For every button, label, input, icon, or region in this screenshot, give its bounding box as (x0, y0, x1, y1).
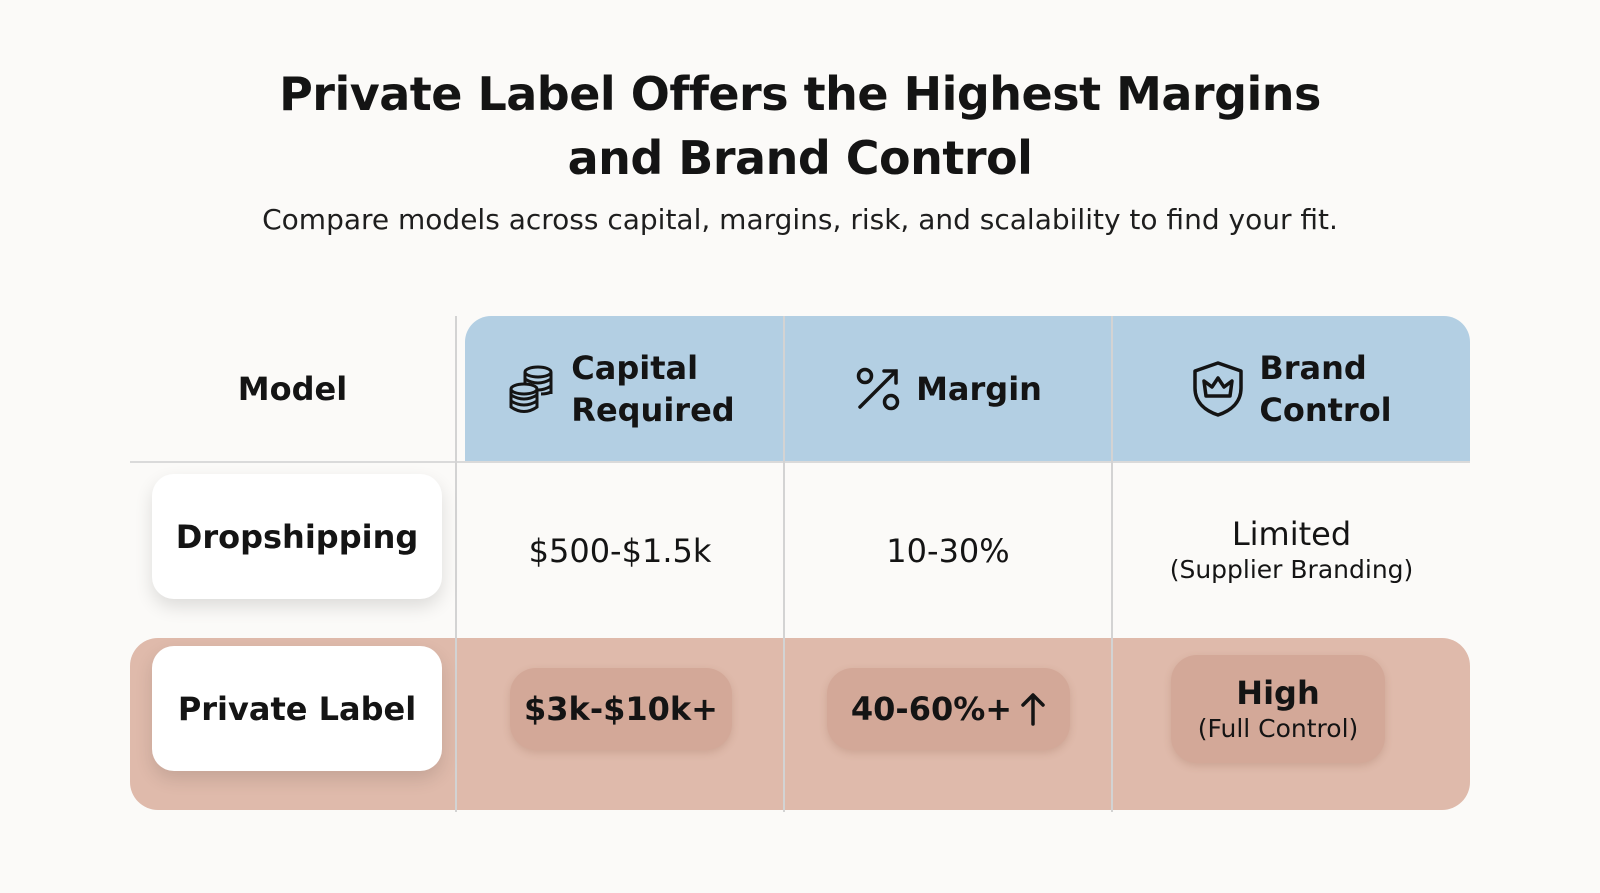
private-label-capital-badge: $3k-$10k+ (510, 668, 732, 750)
header-capital: Capital Required (457, 316, 783, 461)
column-divider (455, 316, 457, 812)
private-label-margin-badge: 40-60%+ (827, 668, 1070, 750)
private-label-capital: $3k-$10k+ (524, 690, 718, 728)
header-capital-line-1: Capital (571, 348, 699, 387)
header-brand-label: Brand Control (1259, 347, 1391, 431)
percent-icon (854, 365, 902, 413)
column-divider (783, 316, 785, 812)
page-subtitle: Compare models across capital, margins, … (262, 203, 1338, 236)
header-capital-label: Capital Required (571, 347, 734, 431)
header-capital-line-2: Required (571, 390, 735, 429)
header-brand-line-1: Brand (1259, 348, 1367, 387)
header-model: Model (237, 369, 348, 408)
header-brand: Brand Control (1113, 316, 1470, 461)
title-line-2: and Brand Control (567, 131, 1033, 185)
page-title: Private Label Offers the Highest Margins… (0, 62, 1600, 190)
coins-stack-icon (505, 363, 557, 415)
model-private-label: Private Label (152, 646, 442, 771)
header-brand-line-2: Control (1259, 390, 1392, 429)
shield-crown-icon (1191, 360, 1245, 418)
arrow-up-icon (1020, 691, 1046, 727)
private-label-brand-badge: High (Full Control) (1171, 655, 1385, 763)
dropshipping-brand: Limited (Supplier Branding) (1113, 463, 1470, 638)
column-divider (1111, 316, 1113, 812)
model-dropshipping: Dropshipping (152, 474, 442, 599)
header-divider (130, 461, 1470, 463)
header-margin-label: Margin (916, 369, 1042, 408)
title-line-1: Private Label Offers the Highest Margins (279, 67, 1321, 121)
private-label-margin: 40-60%+ (850, 690, 1013, 728)
comparison-table: Model Capital Required Margin (130, 316, 1470, 812)
dropshipping-capital: $500-$1.5k (528, 531, 712, 570)
header-margin: Margin (785, 316, 1111, 461)
dropshipping-brand-sub: (Supplier Branding) (1169, 554, 1414, 584)
dropshipping-margin: 10-30% (886, 531, 1010, 570)
header-background (465, 316, 1470, 461)
dropshipping-brand-main: Limited (1231, 514, 1352, 553)
private-label-brand-sub: (Full Control) (1197, 714, 1359, 743)
private-label-brand-main: High (1236, 674, 1320, 712)
